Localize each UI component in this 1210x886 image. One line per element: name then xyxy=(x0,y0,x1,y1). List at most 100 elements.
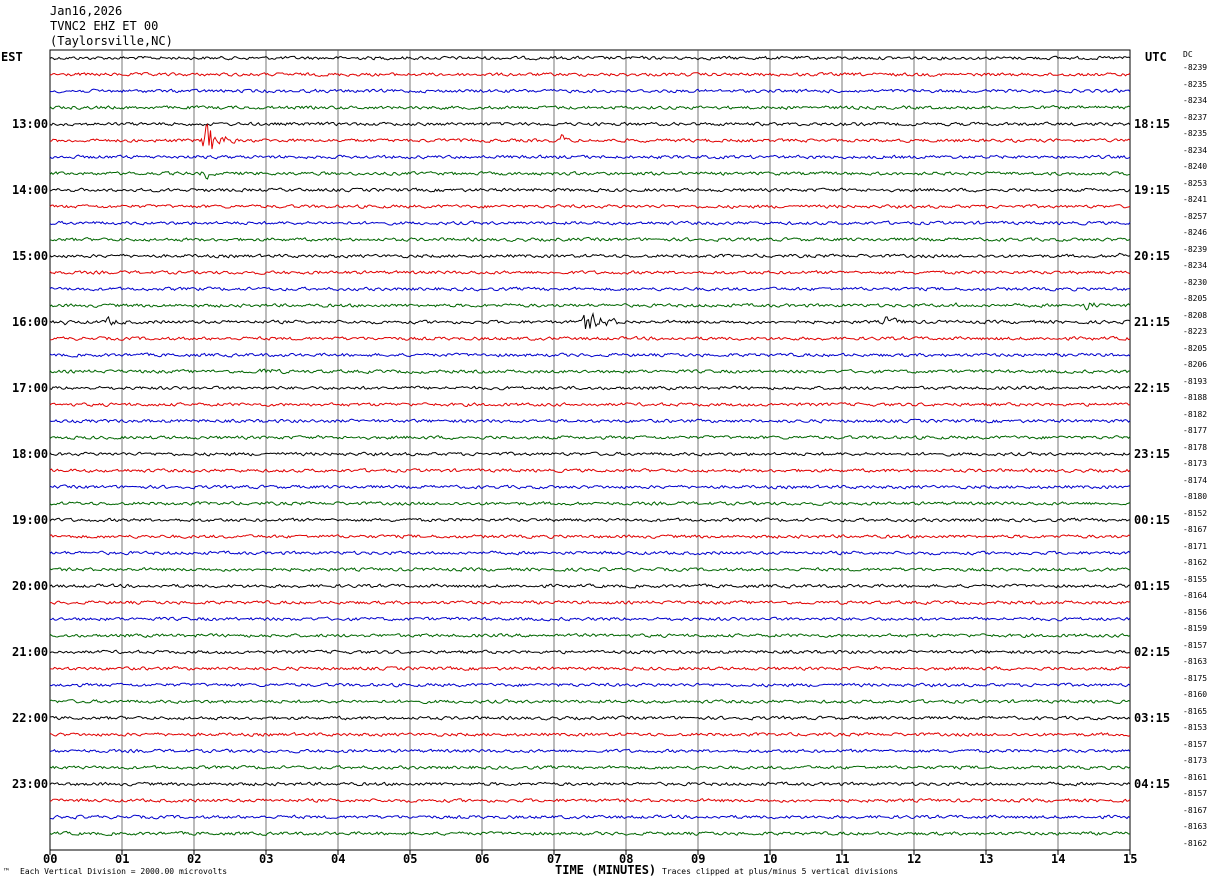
trace-row xyxy=(49,171,1131,180)
dc-offset-label: -8239 xyxy=(1183,244,1208,254)
dc-offset-label: -8164 xyxy=(1183,591,1208,600)
station-location: (Taylorsville,NC) xyxy=(50,34,173,48)
trace-row xyxy=(49,352,1131,358)
trace-row xyxy=(49,715,1131,721)
x-tick-label: 14 xyxy=(1051,852,1066,866)
x-tick-label: 04 xyxy=(331,852,346,866)
dc-offset-label: -8234 xyxy=(1183,261,1208,270)
clip-note: Traces clipped at plus/minus 5 vertical … xyxy=(662,867,899,876)
dc-offset-label: -8208 xyxy=(1183,310,1208,320)
trace-row xyxy=(49,649,1131,655)
x-tick-label: 09 xyxy=(691,852,706,866)
dc-offset-label: -8153 xyxy=(1183,723,1208,732)
trace-row xyxy=(49,583,1131,589)
trace-row xyxy=(49,368,1131,375)
trace-row xyxy=(49,385,1131,391)
dc-offset-label: -8155 xyxy=(1183,574,1208,584)
dc-offset-label: -8246 xyxy=(1183,228,1208,237)
est-hour-label: 22:00 xyxy=(12,711,49,725)
dc-offset-label: -8156 xyxy=(1183,607,1208,617)
trace-row xyxy=(49,88,1131,94)
trace-row xyxy=(49,682,1131,688)
dc-offset-label: -8239 xyxy=(1183,63,1208,72)
x-tick-label: 13 xyxy=(979,852,994,866)
est-hour-label: 23:00 xyxy=(12,777,49,791)
utc-hour-label: 23:15 xyxy=(1134,447,1171,461)
dc-offset-label: -8193 xyxy=(1183,376,1208,386)
dc-offset-label: -8230 xyxy=(1183,277,1208,287)
utc-hour-label: 18:15 xyxy=(1134,117,1171,131)
dc-offset-label: -8163 xyxy=(1183,657,1208,666)
trace-row xyxy=(49,71,1131,77)
dc-offset-label: -8253 xyxy=(1183,178,1208,188)
dc-offset-label: -8234 xyxy=(1183,96,1208,105)
trace-row xyxy=(49,468,1131,474)
x-tick-label: 07 xyxy=(547,852,562,866)
dc-offset-label: -8161 xyxy=(1183,772,1208,782)
trace-row xyxy=(49,187,1131,193)
dc-offset-label: -8165 xyxy=(1183,706,1208,716)
dc-offset-label: -8174 xyxy=(1183,475,1208,485)
dc-offset-label: -8240 xyxy=(1183,162,1208,171)
trace-row xyxy=(49,666,1131,671)
utc-hour-label: 20:15 xyxy=(1134,249,1171,263)
est-hour-label: 21:00 xyxy=(12,645,49,659)
trace-row xyxy=(49,748,1131,754)
x-tick-label: 10 xyxy=(763,852,778,866)
utc-axis-label: UTC xyxy=(1145,50,1167,64)
est-hour-label: 15:00 xyxy=(12,249,49,263)
dc-offset-label: -8180 xyxy=(1183,492,1208,501)
x-tick-label: 06 xyxy=(475,852,490,866)
trace-row xyxy=(49,286,1131,292)
trace-row xyxy=(49,781,1131,787)
dc-offset-label: -8173 xyxy=(1183,459,1208,468)
x-tick-label: 11 xyxy=(835,852,850,866)
x-tick-label: 00 xyxy=(43,852,58,866)
trace-row xyxy=(49,517,1131,523)
trace-row xyxy=(49,270,1131,275)
trace-row xyxy=(49,451,1131,457)
dc-offset-label: -8177 xyxy=(1183,426,1208,435)
x-tick-label: 01 xyxy=(115,852,130,866)
trace-row xyxy=(49,731,1131,737)
trace-row xyxy=(49,105,1131,110)
utc-hour-label: 01:15 xyxy=(1134,579,1171,593)
dc-offset-label: -8162 xyxy=(1183,838,1208,848)
trace-row xyxy=(49,550,1131,556)
est-hour-label: 13:00 xyxy=(12,117,49,131)
trace-row xyxy=(49,699,1131,705)
x-tick-label: 15 xyxy=(1123,852,1138,866)
x-tick-label: 12 xyxy=(907,852,922,866)
trace-row xyxy=(49,402,1131,408)
utc-hour-label: 03:15 xyxy=(1134,711,1171,725)
footer-mark: ™ xyxy=(4,867,9,876)
trace-row xyxy=(49,567,1131,572)
est-hour-label: 20:00 xyxy=(12,579,49,593)
plot-date: Jan16,2026 xyxy=(50,4,123,18)
dc-offset-label: -8157 xyxy=(1183,739,1208,749)
dc-offset-label: -8167 xyxy=(1183,805,1208,815)
dc-offset-label: -8188 xyxy=(1183,393,1208,402)
est-hour-label: 19:00 xyxy=(12,513,49,527)
utc-hour-label: 00:15 xyxy=(1134,513,1171,527)
dc-offset-label: -8234 xyxy=(1183,145,1208,155)
dc-offset-label: -8182 xyxy=(1183,409,1208,419)
trace-row xyxy=(49,501,1131,506)
utc-hour-label: 21:15 xyxy=(1134,315,1171,329)
dc-offset-label: -8167 xyxy=(1183,525,1208,534)
trace-row xyxy=(49,311,1131,329)
trace-row xyxy=(49,252,1131,259)
trace-row xyxy=(49,220,1131,226)
est-hour-label: 18:00 xyxy=(12,447,49,461)
trace-row xyxy=(49,435,1131,440)
trace-row xyxy=(49,814,1131,820)
dc-offset-label: -8237 xyxy=(1183,112,1208,122)
dc-offset-label: -8235 xyxy=(1183,129,1208,138)
est-hour-label: 14:00 xyxy=(12,183,49,197)
trace-row xyxy=(49,55,1131,61)
trace-row xyxy=(49,204,1131,209)
trace-row xyxy=(49,121,1131,127)
trace-row xyxy=(49,484,1131,490)
scale-note: Each Vertical Division = 2000.00 microvo… xyxy=(20,867,228,876)
